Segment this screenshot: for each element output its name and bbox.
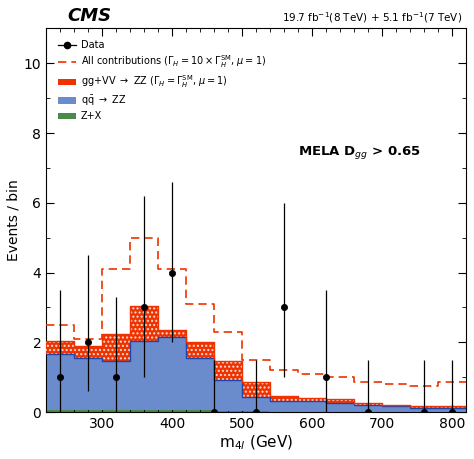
Text: CMS: CMS: [67, 6, 111, 25]
Y-axis label: Events / bin: Events / bin: [7, 179, 21, 261]
Legend: Data, All contributions ($\Gamma_H = 10\times\Gamma_H^{\rm SM}$, $\mu = 1$), gg+: Data, All contributions ($\Gamma_H = 10\…: [55, 36, 270, 125]
X-axis label: m$_{4l}$ (GeV): m$_{4l}$ (GeV): [219, 434, 293, 452]
Text: MELA D$_{gg}$ > 0.65: MELA D$_{gg}$ > 0.65: [298, 144, 421, 161]
Text: 19.7 fb$^{-1}$(8 TeV) + 5.1 fb$^{-1}$(7 TeV): 19.7 fb$^{-1}$(8 TeV) + 5.1 fb$^{-1}$(7 …: [282, 10, 462, 25]
